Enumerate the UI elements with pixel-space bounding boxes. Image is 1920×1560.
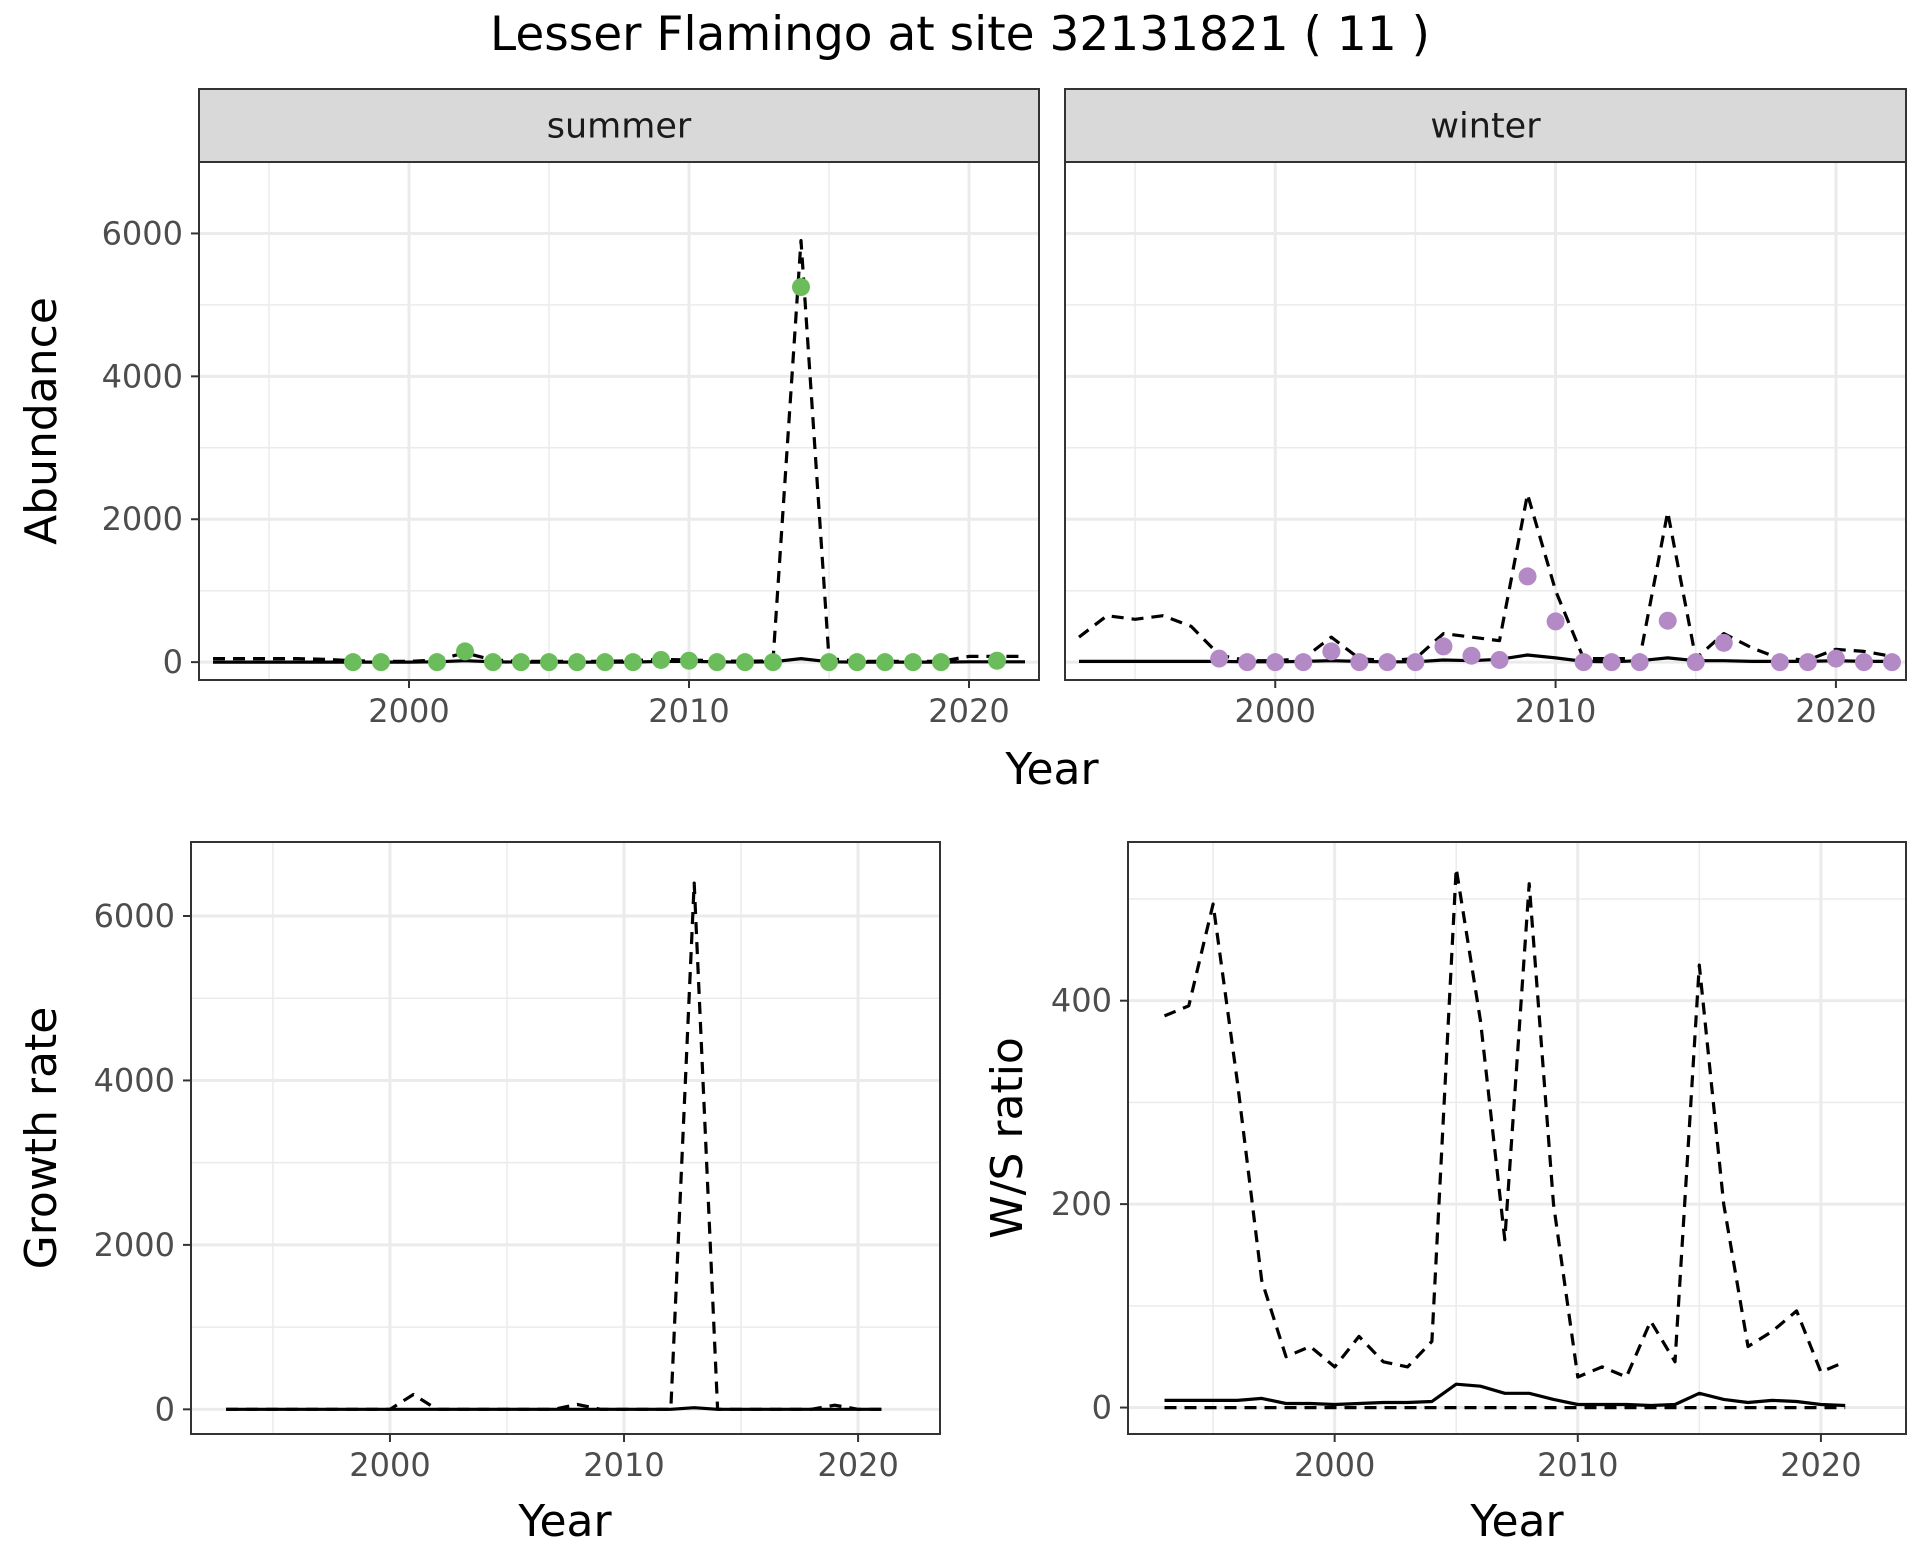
growth-x-tick-label: 2020 (817, 1446, 898, 1484)
growth-series-line-solid (226, 1406, 882, 1411)
winter-data-point (1714, 633, 1733, 652)
growth-x-tick-label: 2010 (583, 1446, 664, 1484)
summer-data-point (624, 653, 642, 672)
summer-data-point (876, 653, 894, 672)
winter-data-point (1658, 611, 1677, 630)
winter-series-line-solid (1079, 653, 1892, 664)
winter-data-point (1462, 646, 1481, 665)
top-y-axis-title: Abundance (16, 297, 67, 545)
summer-x-tick-label: 2000 (368, 692, 449, 730)
winter-data-point (1574, 653, 1593, 672)
winter-data-point (1238, 653, 1257, 672)
summer-x-tick-label: 2020 (928, 692, 1009, 730)
ratio-y-axis-title: W/S ratio (982, 1037, 1033, 1239)
growth-y-tick-label: 6000 (94, 897, 175, 935)
winter-data-point (1378, 653, 1397, 672)
winter-data-point (1294, 653, 1313, 672)
summer-data-point (904, 653, 922, 672)
winter-data-point (1882, 653, 1901, 672)
winter-data-point (1602, 653, 1621, 672)
winter-x-tick-label: 2010 (1515, 692, 1596, 730)
summer-data-point (344, 653, 362, 672)
summer-strip-label: summer (547, 107, 692, 147)
winter-data-point (1350, 653, 1369, 672)
growth-x-tick-label: 2000 (349, 1446, 430, 1484)
summer-data-point (372, 653, 390, 672)
summer-panel-border (198, 161, 1040, 681)
winter-data-point (1826, 649, 1845, 668)
summer-data-point (820, 653, 838, 672)
growth-panel-border (190, 841, 941, 1435)
ratio-series-line-solid (1164, 1382, 1846, 1408)
page-title: Lesser Flamingo at site 32131821 ( 11 ) (490, 7, 1430, 62)
winter-panel-border (1064, 161, 1907, 681)
winter-data-point (1434, 637, 1453, 656)
winter-strip-label: winter (1430, 107, 1541, 147)
summer-data-point (428, 653, 446, 672)
ratio-panel-border (1127, 841, 1907, 1435)
winter-data-point (1406, 653, 1425, 672)
summer-data-point (932, 653, 950, 672)
winter-data-point (1686, 653, 1705, 672)
winter-data-point (1210, 649, 1229, 668)
summer-y-tick-label: 6000 (102, 214, 183, 252)
winter-data-point (1630, 653, 1649, 672)
ratio-y-tick-label: 0 (1092, 1389, 1112, 1427)
summer-data-point (540, 653, 558, 672)
winter-data-point (1854, 653, 1873, 672)
winter-data-point (1322, 642, 1341, 661)
top-x-axis-title: Year (1004, 744, 1099, 795)
summer-data-point (764, 653, 782, 672)
winter-data-point (1546, 612, 1565, 631)
ratio-x-tick-label: 2020 (1780, 1446, 1861, 1484)
summer-data-point (596, 653, 614, 672)
winter-data-point (1490, 650, 1509, 669)
growth-y-tick-label: 0 (155, 1390, 175, 1428)
ratio-y-tick-label: 200 (1051, 1185, 1112, 1223)
summer-x-tick-label: 2010 (648, 692, 729, 730)
winter-data-point (1266, 653, 1285, 672)
growth-y-tick-label: 2000 (94, 1226, 175, 1264)
growth-series-line-dashed (226, 881, 882, 1411)
growth-y-tick-label: 4000 (94, 1061, 175, 1099)
summer-data-point (792, 278, 810, 297)
summer-data-point (680, 651, 698, 670)
winter-data-point (1518, 567, 1537, 586)
growth-y-axis-title: Growth rate (16, 1007, 67, 1270)
summer-data-point (456, 642, 474, 661)
summer-data-point (568, 653, 586, 672)
summer-data-point (848, 653, 866, 672)
winter-x-tick-label: 2020 (1795, 692, 1876, 730)
growth-x-axis-title: Year (517, 1496, 612, 1547)
winter-data-point (1798, 653, 1817, 672)
winter-strip (1064, 88, 1907, 163)
ratio-series-line-dashed (1163, 866, 1846, 1379)
summer-strip (198, 88, 1040, 163)
summer-data-point (708, 653, 726, 672)
summer-y-tick-label: 0 (163, 643, 183, 681)
ratio-x-tick-label: 2010 (1537, 1446, 1618, 1484)
ratio-x-axis-title: Year (1469, 1496, 1564, 1547)
summer-y-tick-label: 2000 (102, 500, 183, 538)
winter-data-point (1770, 653, 1789, 672)
summer-data-point (736, 653, 754, 672)
ratio-y-tick-label: 400 (1051, 982, 1112, 1020)
ratio-x-tick-label: 2000 (1294, 1446, 1375, 1484)
winter-x-tick-label: 2000 (1235, 692, 1316, 730)
summer-data-point (652, 650, 670, 669)
summer-data-point (484, 653, 502, 672)
summer-y-tick-label: 4000 (102, 357, 183, 395)
summer-series-line-dashed (213, 239, 1025, 663)
summer-data-point (512, 653, 530, 672)
summer-data-point (988, 651, 1006, 670)
